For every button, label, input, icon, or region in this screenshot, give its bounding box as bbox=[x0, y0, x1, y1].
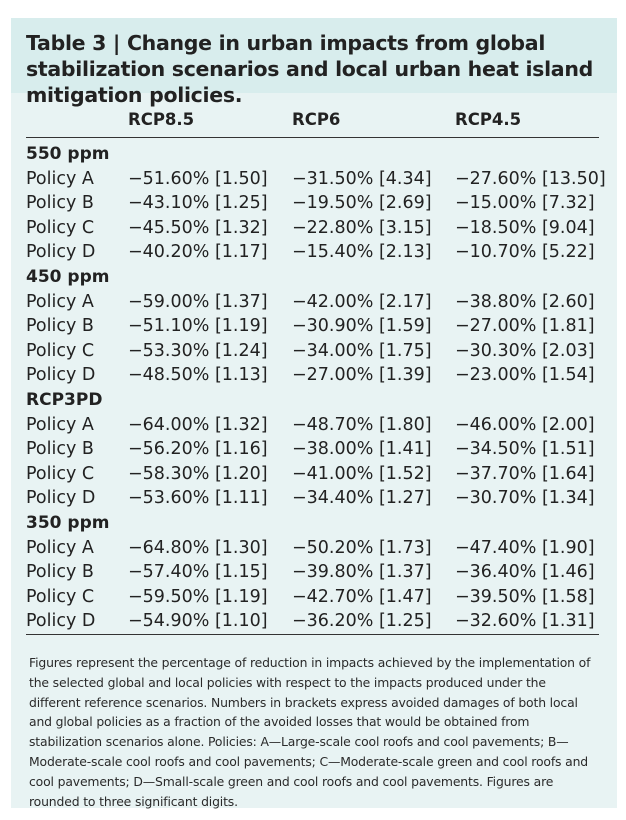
header-rule bbox=[26, 137, 599, 138]
value-cell: −27.00% [1.39] bbox=[292, 365, 432, 386]
value-cell: −40.20% [1.17] bbox=[128, 242, 268, 263]
policy-label: Policy A bbox=[26, 537, 94, 558]
value-cell: −59.00% [1.37] bbox=[128, 291, 268, 312]
value-cell: −36.40% [1.46] bbox=[455, 562, 595, 583]
policy-label: Policy A bbox=[26, 414, 94, 435]
value-cell: −50.20% [1.73] bbox=[292, 537, 432, 558]
policy-label: Policy C bbox=[26, 463, 95, 484]
value-cell: −51.10% [1.19] bbox=[128, 316, 268, 337]
table-row: Policy C −59.50% [1.19] −42.70% [1.47] −39.… bbox=[11, 585, 617, 610]
bottom-rule bbox=[26, 634, 599, 635]
table-row: Policy B −56.20% [1.16] −38.00% [1.41] −34.… bbox=[11, 437, 617, 462]
value-cell: −46.00% [2.00] bbox=[455, 414, 595, 435]
value-cell: −53.60% [1.11] bbox=[128, 488, 268, 509]
value-cell: −43.10% [1.25] bbox=[128, 193, 268, 214]
table-row: Policy D −53.60% [1.11] −34.40% [1.27] −30.… bbox=[11, 486, 617, 511]
value-cell: −34.40% [1.27] bbox=[292, 488, 432, 509]
table-row: Policy C −45.50% [1.32] −22.80% [3.15] −18.… bbox=[11, 216, 617, 241]
column-header-row: RCP8.5 RCP6 RCP4.5 bbox=[11, 110, 617, 136]
policy-label: Policy D bbox=[26, 488, 96, 509]
table-body: 550 ppm Policy A −51.60% [1.50] −31.50% [4.… bbox=[11, 142, 617, 634]
value-cell: −56.20% [1.16] bbox=[128, 439, 268, 460]
column-header-rcp45: RCP4.5 bbox=[455, 110, 522, 129]
value-cell: −32.60% [1.31] bbox=[455, 611, 595, 632]
value-cell: −45.50% [1.32] bbox=[128, 217, 268, 238]
policy-label: Policy D bbox=[26, 242, 96, 263]
policy-label: Policy B bbox=[26, 193, 94, 214]
value-cell: −30.30% [2.03] bbox=[455, 340, 595, 361]
value-cell: −37.70% [1.64] bbox=[455, 463, 595, 484]
policy-label: Policy D bbox=[26, 611, 96, 632]
value-cell: −34.50% [1.51] bbox=[455, 439, 595, 460]
value-cell: −15.00% [7.32] bbox=[455, 193, 595, 214]
value-cell: −15.40% [2.13] bbox=[292, 242, 432, 263]
value-cell: −38.80% [2.60] bbox=[455, 291, 595, 312]
policy-label: Policy C bbox=[26, 217, 95, 238]
value-cell: −64.00% [1.32] bbox=[128, 414, 268, 435]
table-row: Policy D −40.20% [1.17] −15.40% [2.13] −10.… bbox=[11, 240, 617, 265]
title-band: Table 3 | Change in urban impacts from g… bbox=[11, 18, 617, 107]
value-cell: −53.30% [1.24] bbox=[128, 340, 268, 361]
value-cell: −42.70% [1.47] bbox=[292, 586, 432, 607]
value-cell: −10.70% [5.22] bbox=[455, 242, 595, 263]
group-label: 550 ppm bbox=[26, 144, 110, 164]
policy-label: Policy C bbox=[26, 340, 95, 361]
value-cell: −41.00% [1.52] bbox=[292, 463, 432, 484]
column-header-rcp6: RCP6 bbox=[292, 110, 341, 129]
policy-label: Policy C bbox=[26, 586, 95, 607]
table-row: Policy B −51.10% [1.19] −30.90% [1.59] −27.… bbox=[11, 314, 617, 339]
value-cell: −47.40% [1.90] bbox=[455, 537, 595, 558]
group-row: 550 ppm bbox=[11, 142, 617, 167]
policy-label: Policy A bbox=[26, 168, 94, 189]
value-cell: −36.20% [1.25] bbox=[292, 611, 432, 632]
policy-label: Policy A bbox=[26, 291, 94, 312]
policy-label: Policy B bbox=[26, 316, 94, 337]
table-panel: Table 3 | Change in urban impacts from g… bbox=[11, 18, 617, 809]
table-row: Policy C −53.30% [1.24] −34.00% [1.75] −30.… bbox=[11, 339, 617, 364]
value-cell: −27.60% [13.50] bbox=[455, 168, 606, 189]
value-cell: −22.80% [3.15] bbox=[292, 217, 432, 238]
table-row: Policy B −43.10% [1.25] −19.50% [2.69] −15.… bbox=[11, 191, 617, 216]
table-row: Policy A −51.60% [1.50] −31.50% [4.34] −27.… bbox=[11, 167, 617, 192]
value-cell: −39.80% [1.37] bbox=[292, 562, 432, 583]
policy-label: Policy D bbox=[26, 365, 96, 386]
table-row: Policy A −64.80% [1.30] −50.20% [1.73] −47.… bbox=[11, 536, 617, 561]
table-row: Policy B −57.40% [1.15] −39.80% [1.37] −36.… bbox=[11, 560, 617, 585]
value-cell: −39.50% [1.58] bbox=[455, 586, 595, 607]
value-cell: −19.50% [2.69] bbox=[292, 193, 432, 214]
table-row: Policy A −64.00% [1.32] −48.70% [1.80] −46.… bbox=[11, 413, 617, 438]
value-cell: −27.00% [1.81] bbox=[455, 316, 595, 337]
group-row: RCP3PD bbox=[11, 388, 617, 413]
value-cell: −34.00% [1.75] bbox=[292, 340, 432, 361]
table-title: Table 3 | Change in urban impacts from g… bbox=[26, 31, 594, 107]
policy-label: Policy B bbox=[26, 562, 94, 583]
table-row: Policy D −48.50% [1.13] −27.00% [1.39] −23.… bbox=[11, 363, 617, 388]
value-cell: −51.60% [1.50] bbox=[128, 168, 268, 189]
value-cell: −31.50% [4.34] bbox=[292, 168, 432, 189]
group-label: 350 ppm bbox=[26, 512, 110, 533]
value-cell: −64.80% [1.30] bbox=[128, 537, 268, 558]
table-row: Policy A −59.00% [1.37] −42.00% [2.17] −38.… bbox=[11, 290, 617, 315]
column-header-rcp85: RCP8.5 bbox=[128, 110, 195, 129]
table-row: Policy D −54.90% [1.10] −36.20% [1.25] −32.… bbox=[11, 609, 617, 634]
group-label: RCP3PD bbox=[26, 389, 103, 410]
value-cell: −57.40% [1.15] bbox=[128, 562, 268, 583]
value-cell: −48.70% [1.80] bbox=[292, 414, 432, 435]
group-row: 350 ppm bbox=[11, 511, 617, 536]
value-cell: −23.00% [1.54] bbox=[455, 365, 595, 386]
value-cell: −30.70% [1.34] bbox=[455, 488, 595, 509]
value-cell: −38.00% [1.41] bbox=[292, 439, 432, 460]
value-cell: −58.30% [1.20] bbox=[128, 463, 268, 484]
value-cell: −18.50% [9.04] bbox=[455, 217, 595, 238]
value-cell: −48.50% [1.13] bbox=[128, 365, 268, 386]
value-cell: −54.90% [1.10] bbox=[128, 611, 268, 632]
group-row: 450 ppm bbox=[11, 265, 617, 290]
table-row: Policy C −58.30% [1.20] −41.00% [1.52] −37.… bbox=[11, 462, 617, 487]
value-cell: −59.50% [1.19] bbox=[128, 586, 268, 607]
value-cell: −30.90% [1.59] bbox=[292, 316, 432, 337]
table-footnote: Figures represent the percentage of redu… bbox=[29, 655, 591, 809]
group-label: 450 ppm bbox=[26, 266, 110, 287]
value-cell: −42.00% [2.17] bbox=[292, 291, 432, 312]
policy-label: Policy B bbox=[26, 439, 94, 460]
